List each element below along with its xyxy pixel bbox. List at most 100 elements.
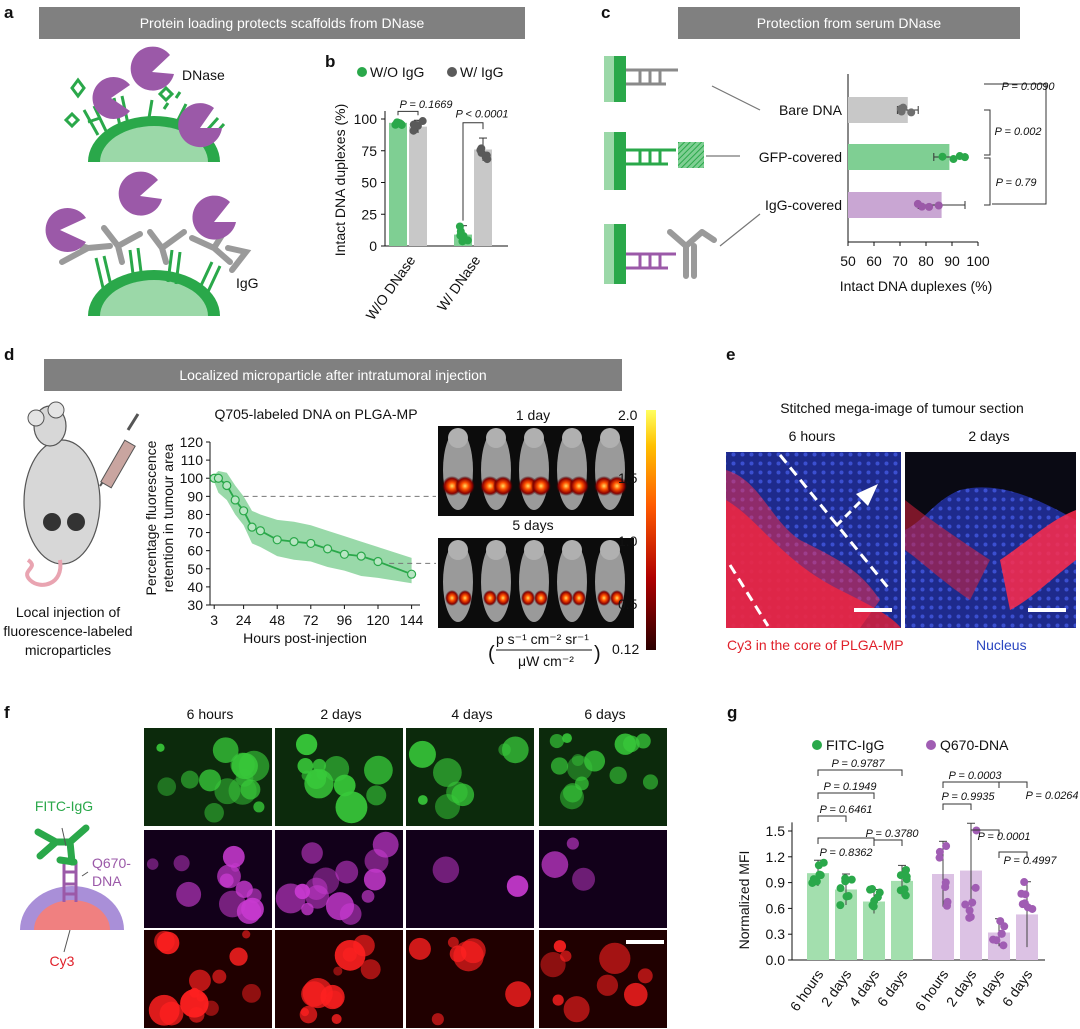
microparticle bbox=[366, 785, 387, 806]
y-tick-label: 90 bbox=[187, 488, 203, 504]
microparticle bbox=[361, 889, 375, 903]
microparticle bbox=[212, 737, 239, 764]
tumour-section-2d bbox=[905, 452, 1076, 628]
x-tick-label: 24 bbox=[236, 612, 252, 628]
microparticle bbox=[305, 885, 330, 909]
microparticle bbox=[552, 994, 564, 1006]
data-point bbox=[306, 538, 316, 549]
microparticle bbox=[566, 755, 593, 781]
microparticle bbox=[301, 770, 312, 781]
data-point bbox=[809, 875, 818, 884]
data-point bbox=[949, 155, 958, 164]
mouse-head bbox=[486, 428, 506, 448]
microparticle bbox=[571, 753, 584, 766]
microparticle bbox=[614, 733, 637, 755]
microparticle bbox=[230, 752, 255, 778]
significance-bracket bbox=[998, 851, 1028, 858]
fluorescence-signal bbox=[483, 590, 497, 606]
colorbar-tick: 1.0 bbox=[618, 533, 638, 549]
y-tick-label: 70 bbox=[187, 525, 203, 541]
data-point bbox=[961, 900, 970, 909]
schematic-label-cy3: Cy3 bbox=[50, 953, 75, 969]
panel-e-title: Stitched mega-image of tumour section bbox=[780, 400, 1024, 416]
p-value: P = 0.0264 bbox=[1025, 790, 1078, 802]
x-tick-label: 72 bbox=[303, 612, 319, 628]
microparticle bbox=[157, 777, 177, 796]
data-point bbox=[965, 906, 974, 915]
tumour-section-6h bbox=[726, 452, 901, 628]
fluorescence-signal bbox=[534, 590, 548, 606]
legend-marker-wo-igg bbox=[357, 67, 367, 77]
data-point bbox=[819, 858, 828, 867]
y-tick-label: 120 bbox=[180, 434, 204, 450]
data-point bbox=[934, 201, 943, 210]
data-point bbox=[816, 871, 825, 880]
microparticle bbox=[241, 897, 264, 921]
data-point bbox=[339, 549, 349, 559]
fluorescence-signal bbox=[610, 590, 624, 606]
microparticle bbox=[637, 968, 653, 984]
microparticle bbox=[360, 959, 381, 980]
panel-d-banner bbox=[44, 359, 622, 391]
igg-label: IgG bbox=[236, 275, 259, 291]
microparticle bbox=[353, 934, 375, 957]
significance-bracket bbox=[942, 803, 972, 810]
significance-bracket bbox=[817, 769, 903, 776]
data-point bbox=[902, 866, 911, 875]
data-point bbox=[925, 202, 934, 211]
category-label: GFP-covered bbox=[759, 149, 842, 165]
bar bbox=[807, 873, 829, 960]
y-tick-label: 75 bbox=[361, 143, 377, 159]
microparticle bbox=[323, 755, 350, 782]
mouse-head bbox=[600, 428, 620, 448]
paren-left: ( bbox=[488, 643, 495, 665]
microparticle bbox=[333, 966, 343, 976]
microparticle bbox=[189, 969, 211, 992]
panel-c-banner bbox=[678, 7, 1020, 39]
microparticle bbox=[173, 855, 190, 872]
legend-w-igg: W/ IgG bbox=[460, 64, 504, 80]
microparticle bbox=[549, 733, 564, 749]
panel-a-banner-text: Protein loading protects scaffolds from … bbox=[140, 15, 425, 31]
x-tick-label: 96 bbox=[337, 612, 353, 628]
y-tick-label: 100 bbox=[354, 111, 378, 127]
microparticle bbox=[295, 733, 318, 756]
microparticle bbox=[434, 794, 461, 820]
data-point bbox=[997, 929, 1006, 938]
mouse-head bbox=[448, 428, 468, 448]
microparticle bbox=[505, 981, 531, 1007]
legend-marker-q670 bbox=[926, 740, 936, 750]
microparticle bbox=[156, 743, 165, 752]
microparticle bbox=[584, 750, 606, 772]
fluorescence-signal bbox=[607, 476, 627, 496]
legend-marker-w-igg bbox=[447, 67, 457, 77]
data-point bbox=[844, 892, 853, 901]
mouse-head bbox=[600, 540, 620, 560]
x-tick-label: 144 bbox=[400, 612, 424, 628]
panel-letter-b: b bbox=[325, 52, 335, 71]
fluorescence-signal bbox=[521, 590, 535, 606]
microscopy-grid bbox=[144, 728, 667, 1028]
panel-c: c Protection from serum DNase 50 60 70 80 90… bbox=[601, 3, 1055, 294]
microparticle bbox=[159, 1001, 184, 1026]
mouse-illustration bbox=[23, 401, 140, 587]
panel-b: b W/O IgG W/ IgG Intact DNA duplexes (%)… bbox=[325, 52, 509, 323]
mouse-head bbox=[524, 428, 544, 448]
significance-bracket bbox=[462, 122, 484, 221]
data-point bbox=[456, 231, 465, 240]
p-value: P = 0.79 bbox=[996, 177, 1037, 189]
microparticle bbox=[214, 778, 241, 805]
fluorescence-signal bbox=[569, 476, 589, 496]
data-point bbox=[272, 535, 282, 545]
microparticle bbox=[198, 769, 221, 792]
p-value: P = 0.4997 bbox=[1003, 855, 1057, 867]
panel-e-time-6h: 6 hours bbox=[789, 428, 836, 444]
colorbar-unit-top: p s⁻¹ cm⁻² sr⁻¹ bbox=[496, 631, 589, 647]
microparticle bbox=[364, 848, 389, 873]
data-point bbox=[482, 151, 491, 160]
microparticle bbox=[596, 974, 619, 996]
microparticle bbox=[642, 774, 659, 790]
data-point bbox=[239, 506, 249, 516]
microparticle bbox=[229, 947, 248, 966]
